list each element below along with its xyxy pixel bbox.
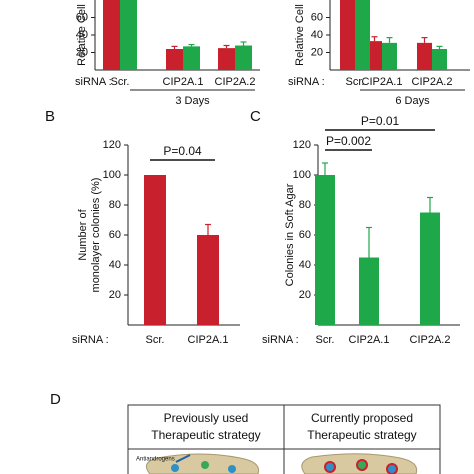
bar — [166, 49, 183, 70]
bar — [315, 175, 335, 325]
cell — [386, 463, 398, 474]
bar — [103, 0, 120, 70]
y-tick-label: 60 — [311, 11, 323, 23]
y-tick-label: 40 — [299, 259, 311, 271]
y-tick-label: 40 — [109, 259, 121, 271]
panel-label: C — [250, 108, 261, 125]
annotation: P=0.01 — [361, 114, 400, 128]
bar — [340, 0, 355, 70]
cell — [324, 461, 336, 473]
error-bar — [322, 162, 328, 175]
bar — [382, 42, 397, 70]
y-tick-label: 60 — [76, 11, 88, 23]
panel-label: B — [45, 108, 55, 125]
x-tick-label: CIP2A.1 — [349, 334, 390, 346]
y-tick-label: 80 — [109, 199, 121, 211]
y-tick-label: 20 — [311, 46, 323, 58]
error-bar — [366, 226, 372, 258]
y-label: Relative Cell — [76, 4, 88, 66]
bar — [183, 46, 200, 70]
cell — [171, 464, 179, 472]
x-tick-label: CIP2A.1 — [362, 76, 403, 88]
bar — [420, 212, 440, 325]
cell — [356, 459, 368, 471]
panel-label: D — [50, 391, 61, 408]
x-label: siRNA : — [72, 334, 109, 346]
error-bar — [240, 41, 247, 46]
bar — [235, 45, 252, 70]
y-tick-label: 20 — [299, 289, 311, 301]
x-label: siRNA : — [288, 76, 325, 88]
y-label: monolayer colonies (%) — [90, 178, 102, 293]
x-label: siRNA : — [262, 334, 299, 346]
header: Currently proposed — [311, 411, 413, 425]
y-tick-label: 120 — [293, 139, 311, 151]
error-bar — [427, 196, 433, 213]
y-label: Colonies in Soft Agar — [284, 183, 296, 286]
y-tick-label: 60 — [109, 229, 121, 241]
bar — [367, 41, 382, 70]
x-tick-label: CIP2A.1 — [163, 76, 204, 88]
error-bar — [188, 44, 195, 47]
drug-label: Antiandrogens — [136, 457, 175, 463]
annotation: P=0.04 — [163, 144, 202, 158]
bar — [120, 0, 137, 70]
x-tick-label: CIP2A.1 — [188, 334, 229, 346]
y-tick-label: 20 — [76, 46, 88, 58]
x-tick-label: Scr. — [146, 334, 165, 346]
group-label: 6 Days — [395, 95, 430, 107]
error-bar — [223, 44, 230, 49]
arrow — [175, 454, 191, 463]
bar — [355, 0, 370, 70]
y-label: Number of — [77, 208, 89, 260]
x-label: siRNA : — [75, 76, 112, 88]
y-tick-label: 100 — [293, 169, 311, 181]
y-tick-label: 60 — [299, 229, 311, 241]
header: Therapeutic strategy — [307, 428, 416, 442]
error-bar — [205, 223, 211, 235]
cell — [201, 461, 209, 469]
group-label: 3 Days — [175, 95, 210, 107]
diagram: Previously used Therapeutic strategy Cur… — [127, 404, 441, 474]
error-bar — [386, 37, 393, 43]
annotation: P=0.002 — [326, 134, 371, 148]
header: Previously used — [164, 411, 249, 425]
x-tick-label: Scr. — [111, 76, 130, 88]
x-tick-label: CIP2A.2 — [412, 76, 453, 88]
cell — [228, 465, 236, 473]
bar — [432, 49, 447, 70]
bar — [144, 175, 166, 325]
error-bar — [436, 45, 443, 49]
y-tick-label: 100 — [103, 169, 121, 181]
y-tick-label: 40 — [311, 29, 323, 41]
y-tick-label: 40 — [76, 29, 88, 41]
x-tick-label: CIP2A.2 — [215, 76, 256, 88]
error-bar — [371, 36, 378, 42]
x-tick-label: Scr. — [316, 334, 335, 346]
error-bar — [171, 45, 178, 49]
y-tick-label: 80 — [299, 199, 311, 211]
y-tick-label: 120 — [103, 139, 121, 151]
header: Therapeutic strategy — [151, 428, 260, 442]
x-tick-label: Scr. — [346, 76, 365, 88]
bar — [359, 257, 379, 325]
error-bar — [421, 37, 428, 43]
bar — [197, 235, 219, 325]
x-tick-label: CIP2A.2 — [410, 334, 451, 346]
bar — [218, 48, 235, 70]
y-tick-label: 20 — [109, 289, 121, 301]
bar — [417, 42, 432, 70]
y-label: Relative Cell — [294, 4, 306, 66]
